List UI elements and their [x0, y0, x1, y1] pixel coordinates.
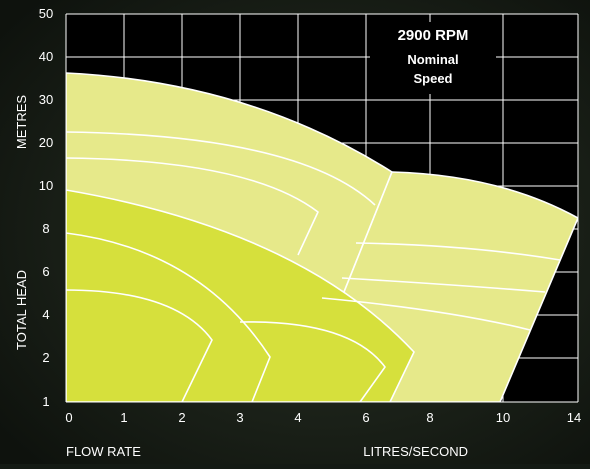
- x-axis-unit: LITRES/SECOND: [363, 444, 468, 459]
- y-tick-label: 20: [39, 135, 53, 150]
- y-tick-label: 10: [39, 178, 53, 193]
- x-tick-label: 1: [120, 410, 127, 425]
- y-tick-label: 2: [42, 350, 49, 365]
- x-tick-label: 0: [65, 410, 72, 425]
- y-tick-label: 30: [39, 92, 53, 107]
- x-tick-label: 4: [294, 410, 301, 425]
- x-tick-label: 2: [178, 410, 185, 425]
- bright-region: [66, 189, 415, 402]
- curve-line: [321, 297, 531, 331]
- y-tick-label: 4: [42, 307, 49, 322]
- x-tick-label: 14: [567, 410, 581, 425]
- y-axis-title: TOTAL HEAD: [14, 270, 29, 350]
- y-tick-label: 8: [42, 221, 49, 236]
- y-tick-label: 6: [42, 264, 49, 279]
- annotation-line: Speed: [413, 71, 452, 86]
- x-tick-label: 6: [362, 410, 369, 425]
- y-tick-label: 1: [42, 394, 49, 409]
- curve-line: [66, 157, 319, 256]
- curve-line: [239, 321, 386, 402]
- speed-annotation-box: [370, 22, 496, 94]
- curve-line: [66, 232, 271, 402]
- curve-line: [355, 242, 561, 261]
- curve-line: [66, 131, 376, 206]
- y-axis-unit: METRES: [14, 95, 29, 150]
- y-tick-label: 50: [39, 6, 53, 21]
- x-axis-title: FLOW RATE: [66, 444, 141, 459]
- curve-line: [341, 277, 546, 293]
- annotation-line: Nominal: [407, 52, 458, 67]
- x-tick-label: 8: [426, 410, 433, 425]
- x-tick-label: 3: [236, 410, 243, 425]
- annotation-line: 2900 RPM: [398, 27, 469, 44]
- y-tick-label: 40: [39, 49, 53, 64]
- curve-line: [66, 289, 213, 402]
- x-tick-label: 10: [496, 410, 510, 425]
